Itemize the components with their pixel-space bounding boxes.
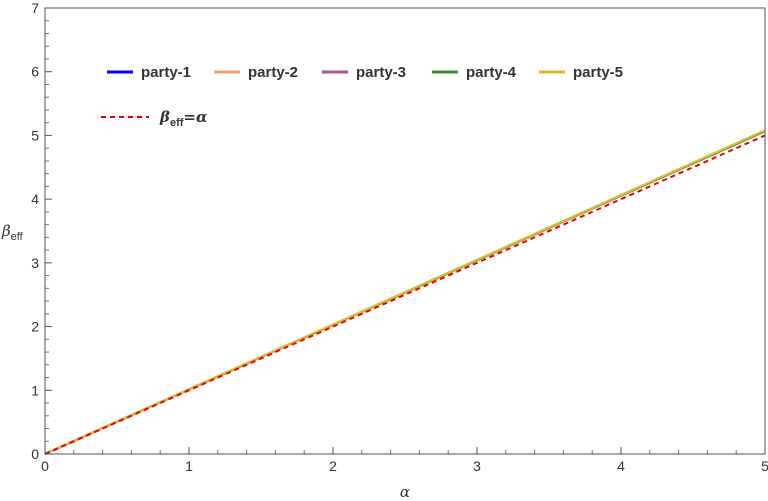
y-tick-label: 4 [31,191,39,207]
x-tick-label: 2 [329,458,337,474]
x-tick-label: 3 [473,458,481,474]
legend: party-1 party-2 party-3 party-4 party-5 [107,64,623,81]
legend-item-party-2: party-2 [214,64,298,81]
y-tick-label: 5 [31,127,39,143]
legend-label: party-1 [141,64,191,81]
x-axis-label: α [400,483,410,501]
y-axis-label-sub: eff [11,231,24,243]
legend-item-party-5: party-5 [539,64,623,81]
legend-label: party-3 [356,64,406,81]
legend-reference: βeff=α [101,108,208,129]
y-tick-label: 7 [31,0,39,16]
x-tick-label: 0 [41,458,49,474]
legend-item-party-1: party-1 [107,64,191,81]
legend-item-party-3: party-3 [322,64,406,81]
x-tick-label: 1 [185,458,193,474]
series-line-party-5 [44,129,766,456]
tick-labels: 0 1 2 3 4 5 0 1 2 3 4 5 6 7 [31,0,768,474]
legend-item-party-4: party-4 [432,64,517,81]
y-tick-label: 2 [31,319,39,335]
legend-label: party-4 [466,64,517,81]
series-lines [44,129,766,456]
legend-label: party-2 [248,64,298,81]
y-axis-label-main: β [1,222,11,240]
legend-reference-label: βeff=α [159,108,208,129]
y-axis-label: βeff [1,222,24,243]
legend-label: party-5 [573,64,623,81]
y-tick-label: 1 [31,382,39,398]
reference-line [44,134,766,455]
y-tick-label: 6 [31,64,39,80]
y-tick-label: 0 [31,446,39,462]
plot-frame [44,7,766,455]
y-tick-label: 3 [31,255,39,271]
x-tick-label: 5 [761,458,768,474]
x-tick-label: 4 [617,458,625,474]
